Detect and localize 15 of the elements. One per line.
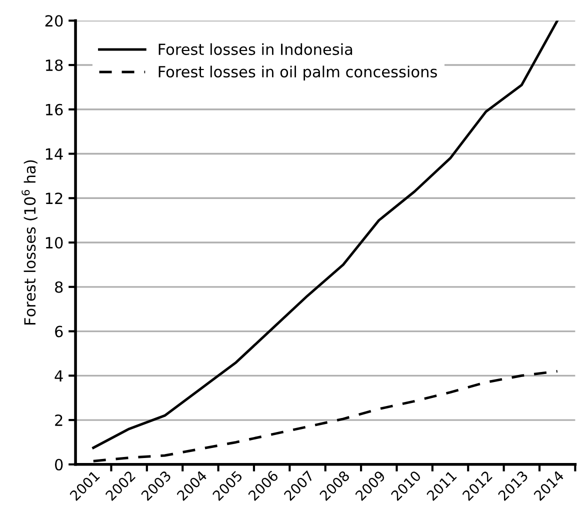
- y-tick-label: 14: [46, 148, 63, 160]
- y-tick-label: 10: [46, 236, 63, 249]
- line-series: [92, 20, 559, 450]
- legend-label: Forest losses in Indonesia: [158, 43, 352, 56]
- y-tick-label: 18: [46, 59, 63, 72]
- y-tick-label: 20: [45, 15, 63, 27]
- y-axis-title: Forest losses (10$^{6}$ ha): [22, 160, 38, 325]
- legend-label: Forest losses in oil palm concessions: [158, 66, 437, 80]
- y-tick-label: 6: [55, 326, 63, 338]
- y-tick-label: 8: [55, 281, 63, 293]
- y-tick-label: 0: [55, 458, 63, 470]
- y-tick-label: 16: [46, 104, 63, 116]
- y-tick-label: 2: [55, 414, 62, 426]
- y-tick-label: 12: [46, 192, 62, 204]
- y-tick-label: 4: [54, 370, 63, 382]
